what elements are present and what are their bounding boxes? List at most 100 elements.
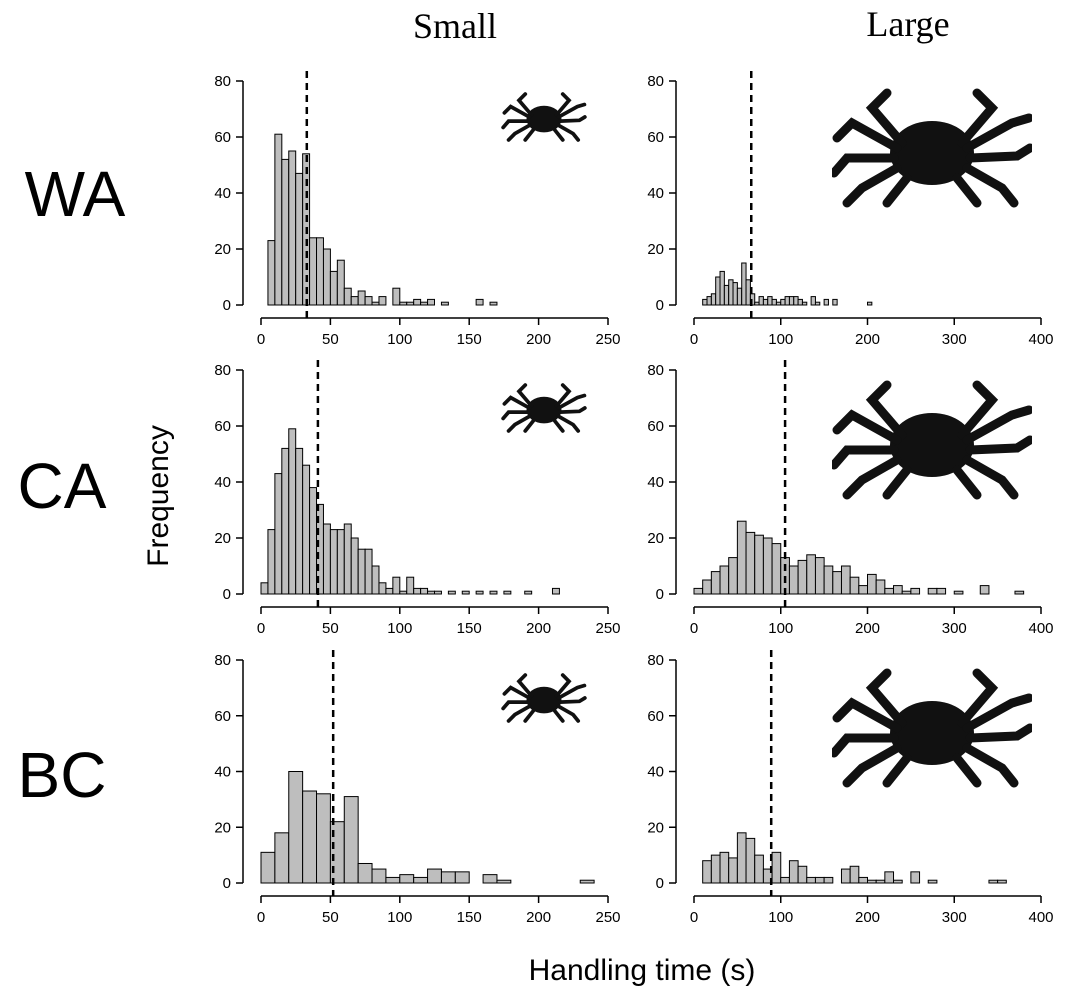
bar [910, 587, 921, 595]
y-tick-label: 60 [214, 129, 231, 146]
bar [413, 298, 422, 306]
bar [736, 520, 747, 595]
bar [503, 590, 512, 595]
bar [715, 276, 721, 306]
y-tick-label: 40 [214, 185, 231, 202]
bar [754, 301, 760, 306]
bar [710, 293, 717, 306]
x-tick-label: 100 [387, 620, 412, 637]
bar [350, 537, 359, 595]
bar [741, 262, 747, 306]
x-tick-label: 250 [595, 331, 620, 348]
x-tick-label: 250 [595, 620, 620, 637]
bar [745, 531, 756, 595]
bar [797, 298, 803, 306]
crab-icon [503, 385, 585, 431]
bar [420, 301, 429, 306]
bar [997, 879, 1007, 884]
crab-icon [503, 94, 585, 140]
bar [806, 554, 816, 595]
bar [910, 871, 921, 884]
bar [309, 237, 318, 306]
bar [710, 571, 721, 595]
x-tick-label: 400 [1028, 909, 1053, 926]
bar [329, 529, 338, 595]
bar [288, 771, 304, 884]
bar [875, 579, 886, 595]
x-tick-label: 0 [690, 331, 698, 348]
bar [524, 590, 533, 595]
x-tick-label: 300 [942, 909, 967, 926]
bar [385, 876, 401, 884]
y-tick-label: 0 [223, 586, 231, 603]
bar [302, 464, 311, 595]
crab-icon [834, 385, 1030, 495]
column-title: Large [866, 4, 949, 44]
x-tick-label: 300 [942, 620, 967, 637]
bar [579, 879, 595, 884]
x-tick-label: 100 [768, 331, 793, 348]
bar [371, 301, 380, 306]
y-tick-label: 60 [214, 418, 231, 435]
bar [823, 876, 834, 884]
bar [849, 865, 860, 884]
bar [350, 296, 359, 306]
bar [927, 879, 938, 884]
bar [840, 868, 851, 884]
bar [858, 876, 869, 884]
bar [979, 585, 990, 595]
y-tick-label: 40 [647, 764, 664, 781]
y-tick-label: 80 [647, 362, 664, 379]
bar [482, 874, 498, 884]
y-tick-label: 40 [214, 764, 231, 781]
x-tick-label: 0 [257, 909, 265, 926]
bar [406, 576, 415, 595]
x-tick-label: 50 [322, 331, 339, 348]
x-tick-label: 0 [690, 620, 698, 637]
x-tick-label: 100 [768, 620, 793, 637]
row-label: CA [18, 450, 107, 522]
bar [806, 876, 816, 884]
bar [710, 854, 721, 884]
y-tick-label: 0 [656, 875, 664, 892]
bar [858, 585, 869, 595]
bar [295, 447, 304, 595]
bar [732, 282, 738, 306]
y-tick-label: 20 [214, 819, 231, 836]
x-tick-label: 50 [322, 620, 339, 637]
bar [267, 529, 276, 595]
row-label: WA [25, 158, 126, 230]
bar [281, 158, 290, 306]
x-tick-label: 100 [387, 909, 412, 926]
bar [788, 860, 799, 884]
bar [343, 796, 359, 884]
y-tick-label: 80 [214, 652, 231, 669]
bar [316, 793, 331, 884]
bar [832, 571, 842, 595]
bar [357, 862, 373, 884]
x-tick-label: 200 [855, 331, 880, 348]
bar [489, 301, 498, 306]
bar [475, 590, 484, 595]
bar [364, 548, 373, 595]
bar [893, 879, 903, 884]
y-axis-title: Frequency [142, 425, 175, 567]
crab-icon [503, 675, 585, 721]
y-tick-label: 60 [647, 708, 664, 725]
bar [719, 565, 730, 595]
bar [780, 298, 786, 306]
bar [797, 559, 808, 595]
bar [775, 301, 782, 306]
x-tick-label: 150 [457, 620, 482, 637]
y-tick-label: 80 [214, 362, 231, 379]
x-tick-label: 300 [942, 331, 967, 348]
bar [260, 582, 269, 595]
bar [823, 298, 829, 306]
y-tick-label: 80 [647, 652, 664, 669]
bar [316, 237, 324, 306]
x-tick-label: 400 [1028, 620, 1053, 637]
bar [413, 587, 422, 595]
bar [927, 587, 938, 595]
bar [447, 590, 456, 595]
